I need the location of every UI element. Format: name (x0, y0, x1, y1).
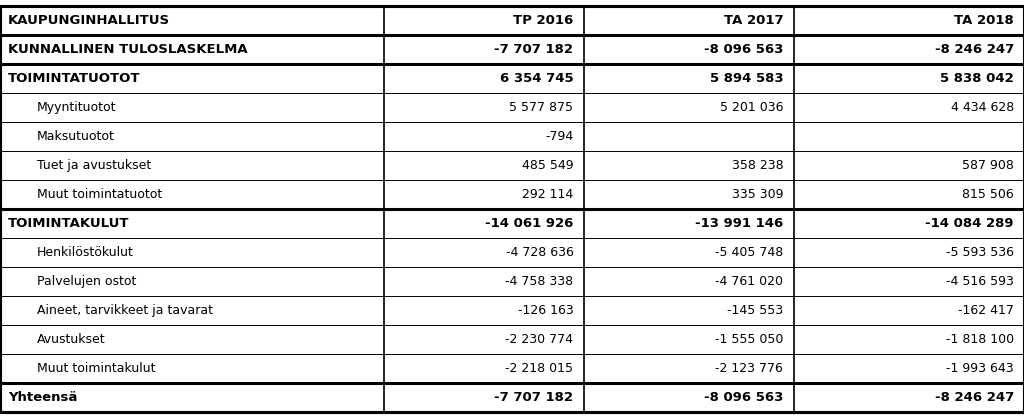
Text: Myyntituotot: Myyntituotot (37, 101, 117, 114)
Text: -13 991 146: -13 991 146 (695, 217, 783, 230)
Text: -4 758 338: -4 758 338 (505, 275, 573, 288)
Text: -8 096 563: -8 096 563 (703, 391, 783, 404)
Text: KAUPUNGINHALLITUS: KAUPUNGINHALLITUS (8, 14, 170, 27)
Text: Avustukset: Avustukset (37, 333, 105, 346)
Text: 587 908: 587 908 (962, 159, 1014, 172)
Text: -1 555 050: -1 555 050 (715, 333, 783, 346)
Text: Henkilöstökulut: Henkilöstökulut (37, 246, 134, 259)
Text: 6 354 745: 6 354 745 (500, 72, 573, 85)
Text: 358 238: 358 238 (732, 159, 783, 172)
Text: -5 405 748: -5 405 748 (715, 246, 783, 259)
Text: -794: -794 (545, 130, 573, 143)
Text: -162 417: -162 417 (957, 304, 1014, 317)
Text: -5 593 536: -5 593 536 (946, 246, 1014, 259)
Text: 335 309: 335 309 (732, 188, 783, 201)
Text: -2 218 015: -2 218 015 (506, 362, 573, 375)
Text: -7 707 182: -7 707 182 (495, 391, 573, 404)
Text: -14 084 289: -14 084 289 (926, 217, 1014, 230)
Text: -1 993 643: -1 993 643 (946, 362, 1014, 375)
Text: KUNNALLINEN TULOSLASKELMA: KUNNALLINEN TULOSLASKELMA (8, 43, 248, 56)
Text: TA 2017: TA 2017 (724, 14, 783, 27)
Text: TA 2018: TA 2018 (954, 14, 1014, 27)
Text: -8 246 247: -8 246 247 (935, 391, 1014, 404)
Text: Aineet, tarvikkeet ja tavarat: Aineet, tarvikkeet ja tavarat (37, 304, 213, 317)
Text: -8 096 563: -8 096 563 (703, 43, 783, 56)
Text: -4 728 636: -4 728 636 (506, 246, 573, 259)
Text: -2 123 776: -2 123 776 (716, 362, 783, 375)
Text: -7 707 182: -7 707 182 (495, 43, 573, 56)
Text: TP 2016: TP 2016 (513, 14, 573, 27)
Text: Yhteensä: Yhteensä (8, 391, 78, 404)
Text: -8 246 247: -8 246 247 (935, 43, 1014, 56)
Text: -2 230 774: -2 230 774 (506, 333, 573, 346)
Text: 485 549: 485 549 (522, 159, 573, 172)
Text: -1 818 100: -1 818 100 (945, 333, 1014, 346)
Text: TOIMINTATUOTOT: TOIMINTATUOTOT (8, 72, 140, 85)
Text: 5 201 036: 5 201 036 (720, 101, 783, 114)
Text: Muut toimintatuotot: Muut toimintatuotot (37, 188, 162, 201)
Text: -145 553: -145 553 (727, 304, 783, 317)
Text: -126 163: -126 163 (518, 304, 573, 317)
Text: Tuet ja avustukset: Tuet ja avustukset (37, 159, 152, 172)
Text: -4 516 593: -4 516 593 (946, 275, 1014, 288)
Text: 5 577 875: 5 577 875 (510, 101, 573, 114)
Text: Muut toimintakulut: Muut toimintakulut (37, 362, 156, 375)
Text: 5 894 583: 5 894 583 (710, 72, 783, 85)
Text: -4 761 020: -4 761 020 (716, 275, 783, 288)
Text: 4 434 628: 4 434 628 (950, 101, 1014, 114)
Text: 815 506: 815 506 (962, 188, 1014, 201)
Text: 5 838 042: 5 838 042 (940, 72, 1014, 85)
Text: Palvelujen ostot: Palvelujen ostot (37, 275, 136, 288)
Text: TOIMINTAKULUT: TOIMINTAKULUT (8, 217, 130, 230)
Text: 292 114: 292 114 (522, 188, 573, 201)
Text: -14 061 926: -14 061 926 (485, 217, 573, 230)
Text: Maksutuotot: Maksutuotot (37, 130, 115, 143)
